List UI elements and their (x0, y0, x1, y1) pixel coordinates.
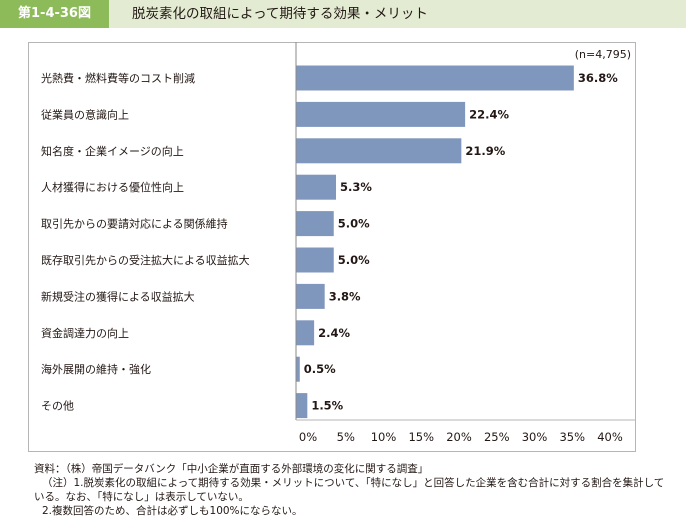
value-labels-group: 36.8% 22.4% 21.9% 5.3% 5.0% 5.0% 3.8% 2.4% 0.5% 1… (304, 71, 618, 413)
value-label-5: 5.0% (338, 217, 370, 231)
note-1-line-1: （注）1.脱炭素化の取組によって期待する効果・メリットについて、「特になし」と回… (42, 477, 665, 489)
category-label-3: 知名度・企業イメージの向上 (41, 144, 184, 158)
bar-1 (296, 65, 574, 91)
value-label-9: 0.5% (304, 362, 336, 376)
bar-6 (296, 247, 334, 273)
bar-9 (296, 356, 300, 382)
bar-10 (296, 393, 308, 419)
category-label-1: 光熱費・燃料費等のコスト削減 (41, 71, 195, 85)
category-label-8: 資金調達力の向上 (41, 326, 129, 340)
category-labels-group: 光熱費・燃料費等のコスト削減従業員の意識向上知名度・企業イメージの向上人材獲得に… (41, 71, 250, 413)
value-label-10: 1.5% (311, 399, 343, 413)
bars-group (296, 65, 574, 419)
chart-frame (28, 42, 636, 452)
bar-3 (296, 138, 462, 164)
category-label-4: 人材獲得における優位性向上 (41, 180, 184, 194)
title-bar: 第1-4-36図 脱炭素化の取組によって期待する効果・メリット (0, 0, 686, 28)
bar-7 (296, 283, 325, 309)
x-tick-label-0: 0% (299, 430, 317, 444)
bar-8 (296, 320, 315, 346)
source-note: 資料：（株）帝国データバンク「中小企業が直面する外部環境の変化に関する調査」 (34, 463, 429, 475)
bar-5 (296, 211, 334, 237)
bar-2 (296, 101, 466, 127)
note-1-line-2: いる。なお、「特になし」は表示していない。 (34, 491, 249, 503)
x-tick-label-5: 5% (337, 430, 355, 444)
x-tick-label-40: 40% (597, 430, 623, 444)
value-label-7: 3.8% (329, 289, 361, 303)
value-label-2: 22.4% (469, 107, 509, 121)
category-label-6: 既存取引先からの受注拡大による収益拡大 (41, 253, 250, 267)
value-label-8: 2.4% (318, 326, 350, 340)
x-tick-label-20: 20% (446, 430, 472, 444)
category-label-5: 取引先からの要請対応による関係維持 (41, 217, 228, 231)
note-2: 2.複数回答のため、合計は必ずしも100%にならない。 (42, 505, 303, 517)
category-label-10: その他 (41, 400, 74, 413)
value-label-1: 36.8% (578, 71, 618, 85)
category-label-9: 海外展開の維持・強化 (41, 362, 151, 376)
value-label-3: 21.9% (465, 144, 505, 158)
value-label-6: 5.0% (338, 253, 370, 267)
bar-4 (296, 174, 337, 200)
figure-title: 脱炭素化の取組によって期待する効果・メリット (132, 6, 428, 22)
x-tick-labels-group: 0% 5% 10% 15% 20% 25% 30% 35% 40% (299, 430, 623, 444)
x-tick-label-15: 15% (408, 430, 434, 444)
category-label-2: 従業員の意識向上 (41, 107, 129, 121)
category-label-7: 新規受注の獲得による収益拡大 (41, 289, 195, 303)
x-tick-label-10: 10% (371, 430, 397, 444)
value-label-4: 5.3% (340, 180, 372, 194)
x-tick-label-35: 35% (559, 430, 585, 444)
figure-label: 第1-4-36図 (0, 0, 109, 28)
sample-size-note: (n=4,795) (575, 48, 631, 61)
x-tick-label-25: 25% (484, 430, 510, 444)
notes: 資料：（株）帝国データバンク「中小企業が直面する外部環境の変化に関する調査」 （… (34, 462, 665, 518)
x-tick-label-30: 30% (522, 430, 548, 444)
